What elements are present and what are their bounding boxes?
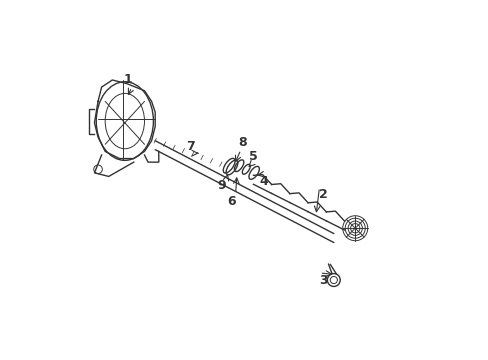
Text: 8: 8 xyxy=(238,136,246,149)
Text: 5: 5 xyxy=(248,150,257,163)
Text: 2: 2 xyxy=(318,188,327,201)
Text: 9: 9 xyxy=(217,179,225,192)
Text: 4: 4 xyxy=(259,175,268,188)
Text: 3: 3 xyxy=(318,274,327,287)
Text: 1: 1 xyxy=(124,73,133,86)
Text: 7: 7 xyxy=(186,140,195,153)
Text: 6: 6 xyxy=(227,195,236,208)
